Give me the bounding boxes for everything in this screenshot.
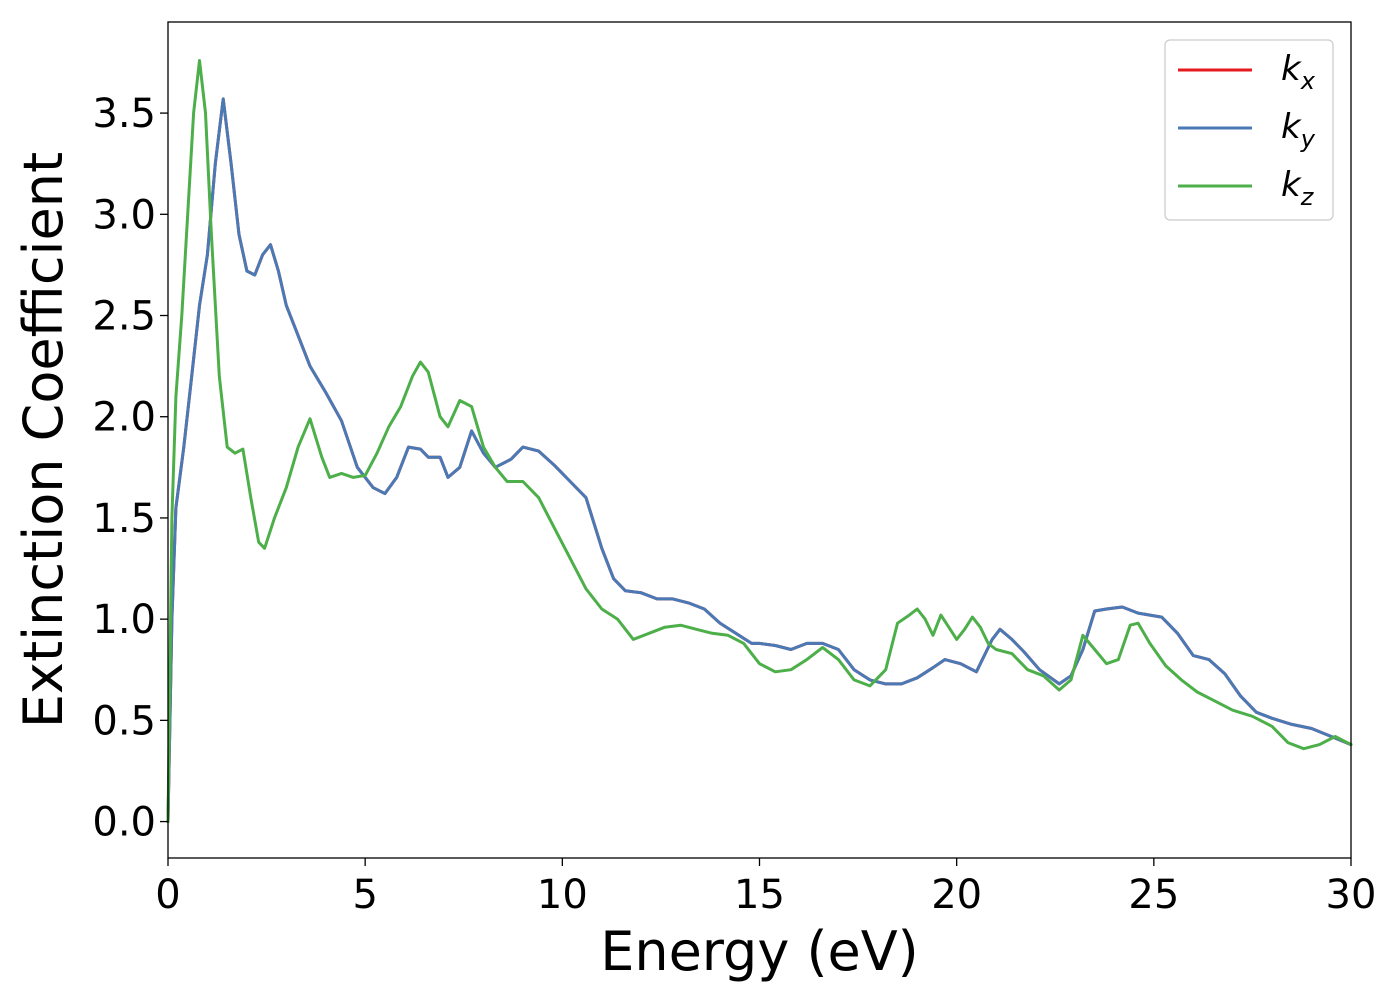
x-tick-label: 10 bbox=[537, 872, 588, 918]
legend-box bbox=[1164, 39, 1334, 221]
y-tick-label: 0.0 bbox=[92, 800, 156, 846]
x-tick-label: 20 bbox=[931, 872, 982, 918]
y-tick-label: 3.0 bbox=[92, 192, 156, 238]
x-tick-label: 0 bbox=[155, 872, 180, 918]
y-tick-label: 1.5 bbox=[92, 496, 156, 542]
x-axis-title: Energy (eV) bbox=[600, 920, 919, 983]
x-tick-label: 5 bbox=[352, 872, 377, 918]
y-axis-title: Extinction Coefficient bbox=[12, 152, 75, 728]
y-tick-label: 2.0 bbox=[92, 395, 156, 441]
y-axis: 0.0 0.5 1.0 1.5 2.0 2.5 3.0 3.5 bbox=[92, 91, 168, 846]
x-tick-label: 15 bbox=[734, 872, 785, 918]
x-tick-label: 25 bbox=[1128, 872, 1179, 918]
y-tick-label: 1.0 bbox=[92, 597, 156, 643]
y-tick-label: 2.5 bbox=[92, 294, 156, 340]
y-tick-label: 3.5 bbox=[92, 91, 156, 137]
y-tick-label: 0.5 bbox=[92, 698, 156, 744]
series-layer bbox=[166, 59, 1353, 824]
x-tick-label: 30 bbox=[1326, 872, 1377, 918]
series-line-k-y bbox=[166, 97, 1353, 824]
series-line-k-z bbox=[166, 59, 1353, 824]
x-axis: 0 5 10 15 20 25 30 bbox=[155, 858, 1376, 918]
